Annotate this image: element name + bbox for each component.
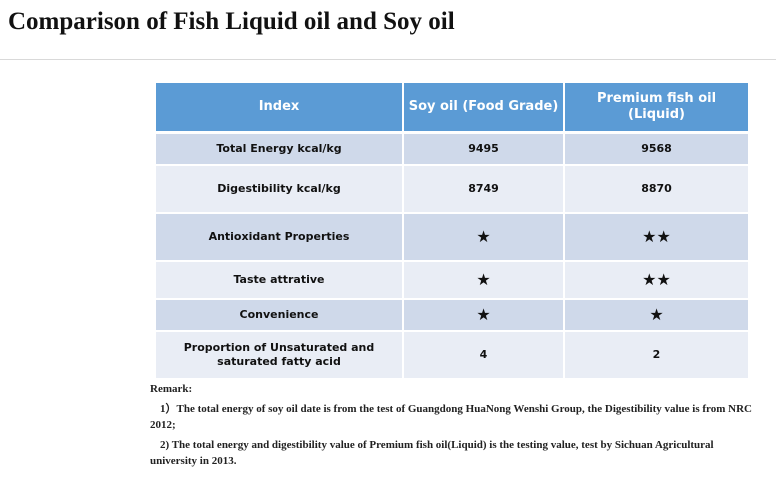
- row-label: Total Energy kcal/kg: [156, 132, 404, 166]
- remark-section: Remark: 1）The total energy of soy oil da…: [150, 381, 760, 473]
- title-divider: [0, 59, 776, 60]
- table-row: Convenience ★ ★: [156, 298, 748, 332]
- fish-value: 2: [564, 330, 748, 380]
- header-soy-oil: Soy oil (Food Grade): [403, 83, 565, 134]
- table-row: Total Energy kcal/kg 9495 9568: [156, 132, 748, 166]
- fish-rating-stars: ★: [564, 298, 748, 332]
- page-title: Comparison of Fish Liquid oil and Soy oi…: [8, 8, 455, 35]
- soy-rating-stars: ★: [403, 298, 565, 332]
- row-label: Antioxidant Properties: [156, 212, 404, 262]
- soy-value: 9495: [403, 132, 565, 166]
- header-fish-oil: Premium fish oil (Liquid): [564, 83, 748, 134]
- row-label: Taste attrative: [156, 260, 404, 300]
- table-row: Digestibility kcal/kg 8749 8870: [156, 164, 748, 214]
- row-label: Proportion of Unsaturated and saturated …: [156, 330, 404, 380]
- soy-rating-stars: ★: [403, 212, 565, 262]
- row-label: Digestibility kcal/kg: [156, 164, 404, 214]
- fish-rating-stars: ★★: [564, 260, 748, 300]
- table-row: Antioxidant Properties ★ ★★: [156, 212, 748, 262]
- soy-rating-stars: ★: [403, 260, 565, 300]
- row-label: Convenience: [156, 298, 404, 332]
- soy-value: 8749: [403, 164, 565, 214]
- soy-value: 4: [403, 330, 565, 380]
- header-index: Index: [156, 83, 404, 134]
- table-row: Taste attrative ★ ★★: [156, 260, 748, 300]
- remark-note-1: 1）The total energy of soy oil date is fr…: [150, 403, 752, 431]
- fish-rating-stars: ★★: [564, 212, 748, 262]
- table-row: Proportion of Unsaturated and saturated …: [156, 330, 748, 380]
- fish-value: 8870: [564, 164, 748, 214]
- table-header-row: Index Soy oil (Food Grade) Premium fish …: [156, 83, 748, 134]
- fish-value: 9568: [564, 132, 748, 166]
- remark-note-2: 2) The total energy and digestibility va…: [150, 439, 714, 467]
- remark-heading: Remark:: [150, 383, 193, 395]
- comparison-table: Index Soy oil (Food Grade) Premium fish …: [156, 83, 748, 380]
